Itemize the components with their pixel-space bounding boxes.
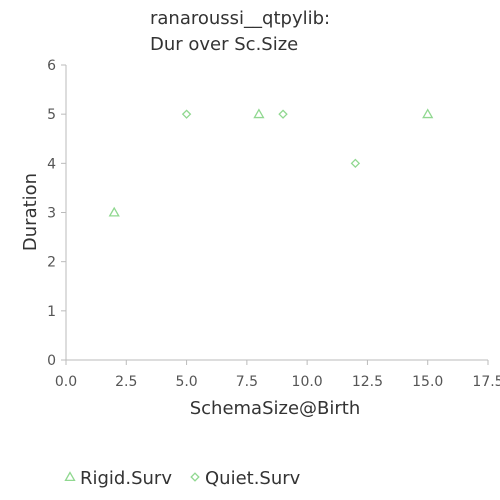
x-tick-label: 0.0 [55, 374, 77, 390]
chart-title-line-1: ranaroussi__qtpylib: [150, 8, 330, 29]
data-point-diamond [278, 109, 288, 119]
y-axis-title: Duration [20, 173, 41, 251]
legend-marker-diamond [190, 472, 200, 482]
x-axis-ticks: 0.0 2.5 5.0 7.5 10.0 12.5 15.0 17.5 [55, 360, 500, 390]
x-tick-label: 17.5 [472, 374, 500, 390]
y-tick-label: 3 [47, 206, 56, 222]
chart-title-line-2: Dur over Sc.Size [150, 34, 298, 55]
data-points [108, 108, 434, 217]
data-point-diamond [181, 109, 192, 119]
x-tick-label: 12.5 [352, 374, 383, 390]
y-tick-label: 5 [47, 107, 56, 123]
legend-label: Rigid.Surv [80, 468, 172, 489]
y-axis-ticks: 0 1 2 3 4 5 6 [47, 58, 66, 369]
x-tick-label: 10.0 [292, 374, 323, 390]
x-tick-label: 5.0 [175, 374, 197, 390]
x-axis-title: SchemaSize@Birth [190, 398, 361, 419]
x-tick-label: 15.0 [412, 374, 443, 390]
y-tick-label: 6 [47, 58, 56, 74]
y-tick-label: 0 [47, 353, 56, 369]
y-tick-label: 1 [47, 304, 56, 320]
chart-title: ranaroussi__qtpylib: Dur over Sc.Size [150, 8, 330, 55]
data-point-triangle [422, 108, 434, 119]
y-tick-label: 2 [47, 255, 56, 271]
legend-marker-triangle [64, 471, 76, 482]
data-point-diamond [350, 158, 361, 169]
x-tick-label: 7.5 [236, 374, 258, 390]
y-tick-label: 4 [47, 156, 56, 172]
x-tick-label: 2.5 [115, 374, 137, 390]
legend-label: Quiet.Surv [205, 468, 301, 489]
data-point-triangle [108, 206, 120, 217]
data-point-triangle [253, 108, 265, 119]
legend: Rigid.Surv Quiet.Surv [64, 468, 301, 489]
